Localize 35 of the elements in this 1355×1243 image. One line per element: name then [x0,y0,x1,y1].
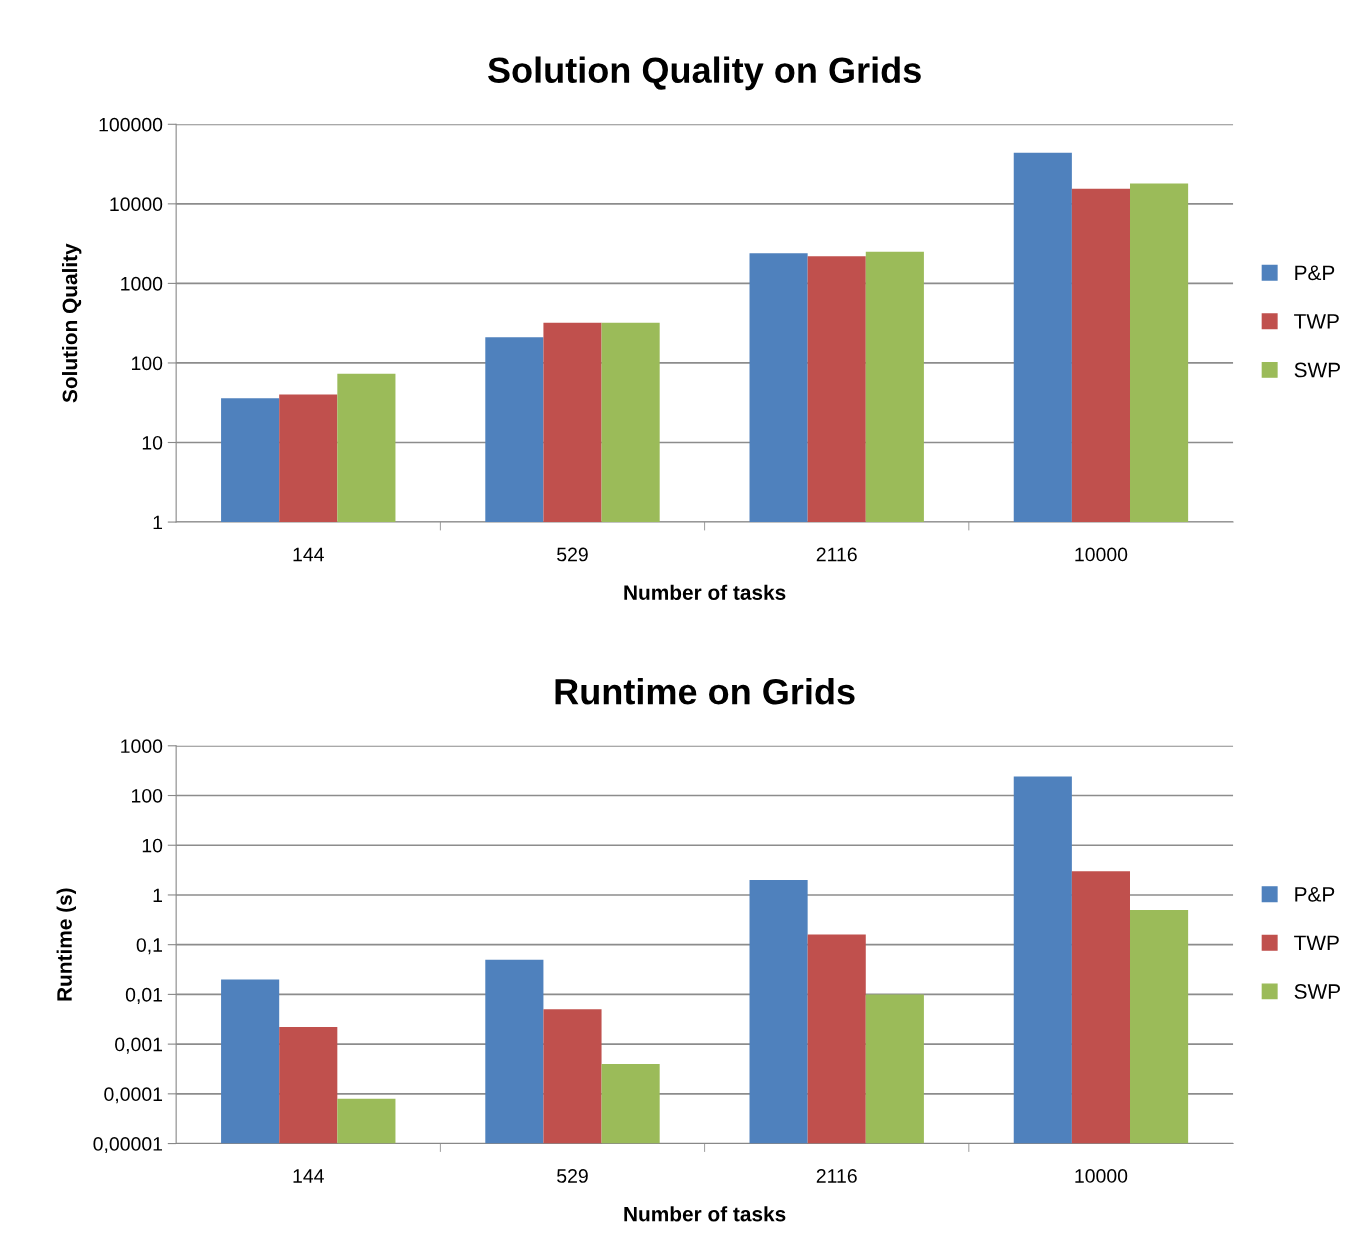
y-tick-label: 0,001 [115,1037,163,1054]
chart-title: Runtime on Grids [555,677,855,705]
legend-label: TWP [1294,935,1339,951]
y-tick-label: 100 [132,356,163,371]
x-axis-title: Number of tasks [624,1206,786,1222]
x-tick-label: 2116 [816,547,857,562]
legend-label: P&P [1295,887,1335,902]
legend-label: SWP [1294,362,1340,378]
x-tick-label: 529 [557,547,588,562]
y-axis-title: Solution Quality [61,243,82,403]
y-tick-label: 0,1 [136,938,163,955]
y-tick-label: 100000 [99,117,163,132]
y-tick-label: 10000 [110,197,163,212]
x-tick-label: 10000 [1075,1169,1128,1183]
x-tick-label: 10000 [1075,547,1128,562]
x-tick-label: 144 [293,547,324,562]
y-tick-label: 0,0001 [104,1087,163,1104]
x-tick-label: 529 [557,1169,588,1183]
y-tick-label: 0,01 [125,987,163,1004]
x-tick-label: 144 [293,1169,324,1183]
legend-label: SWP [1294,984,1340,999]
y-tick-label: 10 [142,435,163,450]
y-tick-label: 100 [132,788,163,803]
x-axis-title: Number of tasks [624,584,786,600]
y-axis-title: Runtime (s) [56,888,77,1001]
y-tick-label: 0,00001 [93,1137,163,1154]
y-tick-label: 1000 [121,276,163,291]
legend-label: TWP [1294,314,1339,329]
x-tick-label: 2116 [816,1169,857,1183]
y-tick-label: 10 [142,838,163,853]
y-tick-label: 1000 [121,739,163,754]
y-tick-label: 1 [153,515,163,530]
y-tick-label: 1 [153,888,163,903]
legend-label: P&P [1295,265,1335,281]
chart-title: Solution Quality on Grids [487,56,921,91]
